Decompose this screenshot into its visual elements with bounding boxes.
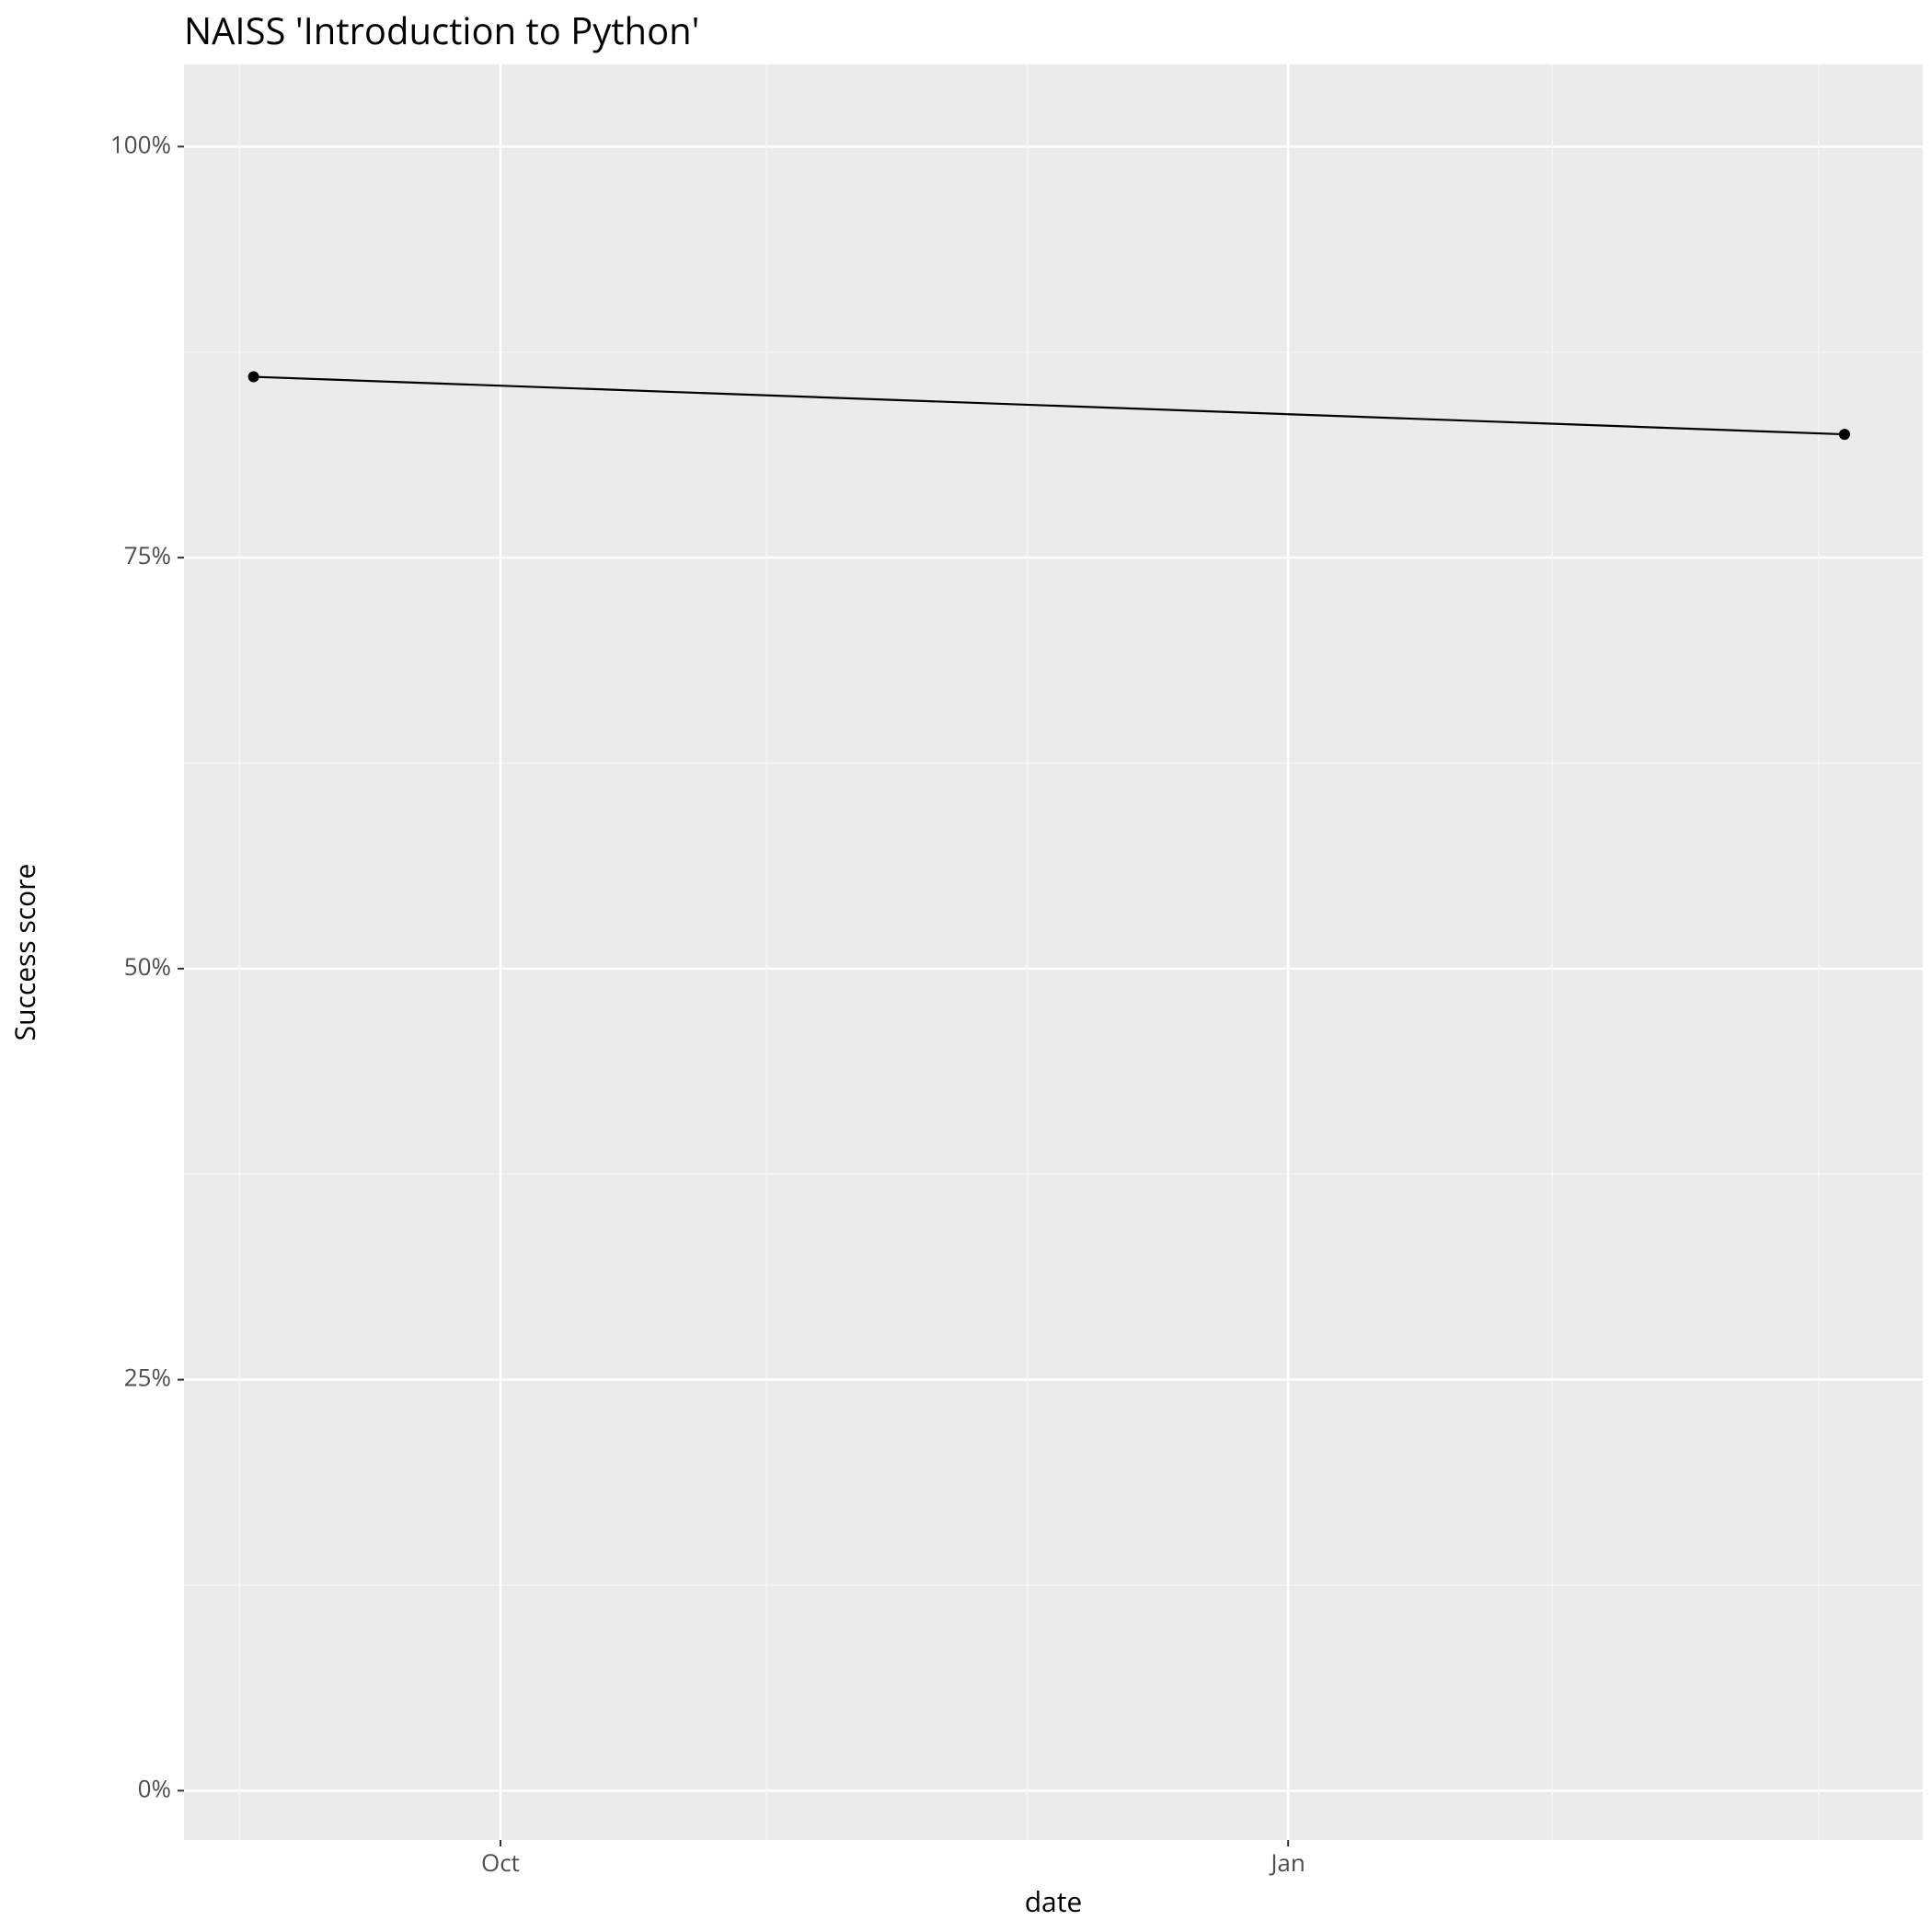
plot-panel — [184, 64, 1923, 1840]
y-tick-label: 25% — [124, 1361, 171, 1394]
chart-svg: 0% 25% 50% 75% 100% Oct Jan date Success score NA… — [0, 0, 1932, 1932]
series-point — [248, 372, 259, 383]
x-tick-label: Oct — [481, 1846, 520, 1879]
y-tick-label: 0% — [138, 1771, 171, 1804]
y-tick-label: 50% — [124, 949, 171, 983]
x-tick-label: Jan — [1268, 1846, 1305, 1879]
x-axis-label: date — [1025, 1882, 1083, 1920]
chart-title: NAISS 'Introduction to Python' — [184, 5, 699, 55]
y-tick-label: 75% — [124, 538, 171, 571]
y-tick-label: 100% — [110, 127, 171, 160]
y-axis-label: Success score — [6, 864, 43, 1041]
chart-container: 0% 25% 50% 75% 100% Oct Jan date Success score NA… — [0, 0, 1932, 1932]
series-point — [1839, 429, 1850, 440]
